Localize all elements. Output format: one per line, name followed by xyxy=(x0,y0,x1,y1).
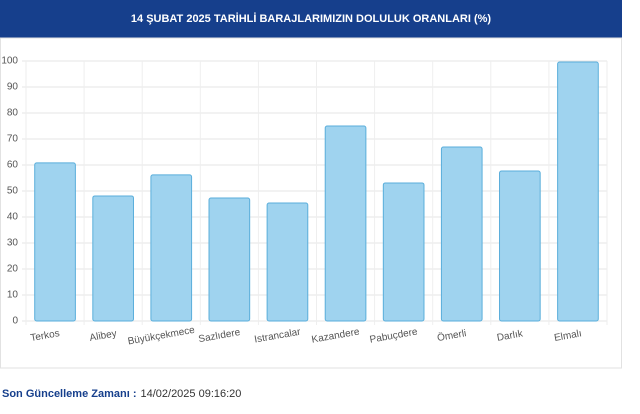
footer: Son Güncelleme Zamanı : 14/02/2025 09:16:… xyxy=(2,388,241,400)
bar xyxy=(382,182,425,322)
bar xyxy=(150,174,193,322)
y-tick-label: 0 xyxy=(12,316,18,327)
y-tick-label: 20 xyxy=(7,264,19,275)
bar xyxy=(440,146,483,322)
y-tick-label: 90 xyxy=(7,82,19,93)
bar xyxy=(499,170,541,322)
bar xyxy=(92,195,134,322)
chart-title: 14 ŞUBAT 2025 TARİHLİ BARAJLARIMIZIN DOL… xyxy=(131,12,491,25)
y-tick-label: 10 xyxy=(7,290,19,301)
y-tick-label: 40 xyxy=(7,212,19,223)
y-tick-label: 80 xyxy=(7,108,19,119)
footer-value: 14/02/2025 09:16:20 xyxy=(140,388,241,400)
x-tick-label: Ömerli xyxy=(436,327,467,344)
y-tick-label: 60 xyxy=(7,160,19,171)
bar xyxy=(324,125,367,322)
y-tick-label: 50 xyxy=(7,186,19,197)
x-tick-label: Elmalı xyxy=(553,328,582,344)
footer-label: Son Güncelleme Zamanı : xyxy=(2,388,136,400)
x-tick-label: Alibey xyxy=(89,328,118,344)
bar xyxy=(266,202,309,322)
y-tick-label: 100 xyxy=(1,56,18,67)
x-tick-label: Terkos xyxy=(30,328,61,344)
header-bar xyxy=(0,0,622,38)
bar xyxy=(34,162,76,322)
y-tick-label: 30 xyxy=(7,238,19,249)
bar xyxy=(208,197,251,322)
bar xyxy=(557,61,599,322)
y-tick-label: 70 xyxy=(7,134,19,145)
x-tick-label: Darlık xyxy=(496,328,525,344)
